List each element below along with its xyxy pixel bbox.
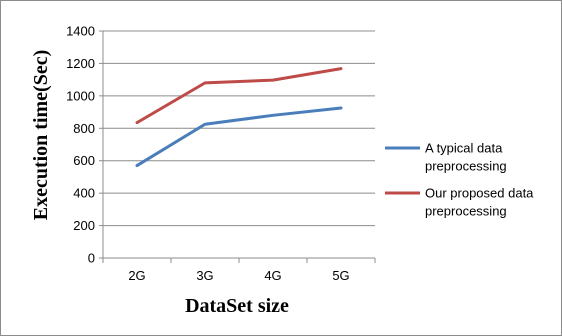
legend: A typical data preprocessing Our proposed …: [385, 141, 534, 219]
legend-label-0-line-0: A typical data: [425, 141, 503, 156]
axes: [99, 30, 376, 263]
y-tick-label: 0: [88, 251, 95, 266]
series-line-1: [135, 67, 343, 125]
legend-label-0-line-1: preprocessing: [425, 159, 507, 174]
y-tick-label: 1000: [66, 88, 95, 103]
x-tick-label: 2G: [128, 268, 145, 283]
x-axis-title: DataSet size: [185, 295, 289, 317]
y-tick-label: 1200: [66, 56, 95, 71]
y-tick-label: 600: [73, 153, 95, 168]
y-tick-labels: 0 200 400 600 800 1000 1200 1400: [66, 24, 95, 266]
legend-label-1-line-1: preprocessing: [425, 204, 507, 219]
y-axis-title: Execution time(Sec): [30, 50, 52, 221]
y-tick-label: 800: [73, 121, 95, 136]
x-tick-labels: 2G 3G 4G 5G: [128, 268, 349, 283]
y-tick-label: 200: [73, 218, 95, 233]
y-tick-label: 1400: [66, 24, 95, 39]
series-lines: [135, 67, 343, 168]
series-line-0: [135, 106, 343, 168]
x-tick-label: 3G: [196, 268, 213, 283]
legend-label-1-line-0: Our proposed data: [425, 186, 534, 201]
gridlines: [103, 30, 375, 227]
x-tick-label: 5G: [332, 268, 349, 283]
y-tick-label: 400: [73, 186, 95, 201]
x-tick-label: 4G: [264, 268, 281, 283]
